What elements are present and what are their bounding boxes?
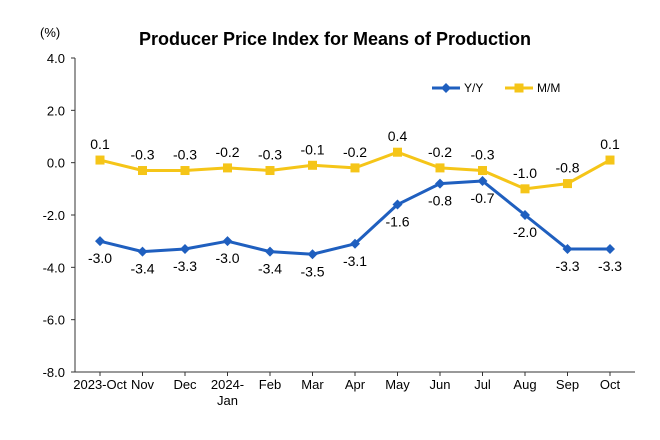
data-point-mm	[308, 160, 317, 170]
y-tick-label: 0.0	[47, 156, 65, 171]
legend-marker-yy	[441, 83, 451, 93]
legend-marker-mm	[514, 83, 524, 93]
x-tick-label: Nov	[131, 377, 155, 392]
data-point-yy	[605, 244, 615, 255]
x-tick-label: 2024-	[211, 377, 244, 392]
data-label-mm: -0.2	[428, 144, 452, 160]
y-tick-label: -8.0	[43, 365, 65, 380]
x-tick-label: Mar	[301, 377, 324, 392]
data-label-mm: -0.3	[130, 147, 154, 163]
data-label-mm: -0.1	[300, 141, 324, 157]
data-label-mm: 0.1	[600, 136, 620, 152]
data-label-yy: -0.8	[428, 193, 452, 209]
data-point-mm	[563, 179, 572, 189]
x-tick-label: Sep	[556, 377, 579, 392]
data-label-mm: 0.4	[388, 128, 408, 144]
y-tick-label: 4.0	[47, 51, 65, 66]
data-label-yy: -3.0	[215, 250, 239, 266]
data-label-yy: -1.6	[385, 214, 409, 230]
data-point-mm	[265, 166, 275, 176]
x-tick-label: 2023-Oct	[73, 377, 127, 392]
data-label-yy: -0.7	[470, 190, 494, 206]
data-label-mm: 0.1	[90, 136, 110, 152]
data-point-yy	[95, 236, 105, 247]
data-point-yy	[137, 246, 148, 257]
data-label-mm: -0.3	[173, 147, 197, 163]
data-point-mm	[435, 163, 445, 173]
data-label-yy: -3.3	[173, 258, 197, 274]
data-point-yy	[477, 175, 488, 186]
data-label-mm: -0.3	[258, 147, 282, 163]
data-label-yy: -3.4	[258, 261, 282, 277]
data-label-yy: -3.1	[343, 253, 367, 269]
data-labels: -3.0 -3.4 -3.3 -3.0 -3.4 -3.5 -3.1 -1.6 -0.8 -0.7…	[88, 128, 622, 279]
data-point-mm	[180, 166, 190, 176]
y-tick-label: -4.0	[43, 260, 65, 275]
x-tick-label: Feb	[259, 377, 281, 392]
data-point-yy	[222, 236, 233, 247]
data-label-yy: -3.5	[300, 263, 324, 279]
data-label-yy: -3.3	[598, 258, 622, 274]
data-point-yy	[307, 249, 318, 260]
y-tick-label: -2.0	[43, 208, 65, 223]
data-point-mm	[605, 155, 615, 165]
data-label-mm: -0.2	[215, 144, 239, 160]
data-point-mm	[350, 163, 360, 173]
axes: 4.0 2.0 0.0 -2.0 -4.0 -6.0 -8.0 2023-Oct Nov Dec 2…	[43, 51, 635, 408]
data-point-yy	[435, 178, 445, 189]
y-axis-unit-label: (%)	[40, 25, 60, 40]
data-label-yy: -3.0	[88, 250, 112, 266]
legend-label-mm: M/M	[537, 81, 560, 95]
x-tick-label: Jul	[474, 377, 491, 392]
y-tick-label: 2.0	[47, 103, 65, 118]
series-layer	[95, 147, 615, 260]
data-label-mm: -0.3	[470, 147, 494, 163]
data-label-mm: -1.0	[513, 165, 537, 181]
chart-title: Producer Price Index for Means of Produc…	[139, 29, 531, 49]
data-point-yy	[350, 238, 360, 249]
data-point-mm	[520, 184, 530, 194]
x-tick-label: Apr	[345, 377, 366, 392]
data-point-mm	[138, 166, 147, 176]
legend: Y/Y M/M	[432, 81, 560, 95]
data-label-mm: -0.2	[343, 144, 367, 160]
x-tick-label: Aug	[513, 377, 536, 392]
data-point-yy	[265, 246, 275, 257]
data-point-yy	[520, 210, 530, 220]
data-label-yy: -3.4	[130, 261, 154, 277]
x-tick-label: Oct	[600, 377, 621, 392]
data-point-yy	[392, 199, 403, 210]
data-label-yy: -2.0	[513, 224, 537, 240]
data-point-mm	[223, 163, 232, 173]
x-tick-label: Jan	[217, 393, 238, 408]
legend-label-yy: Y/Y	[464, 81, 483, 95]
data-label-yy: -3.3	[555, 258, 579, 274]
x-tick-label: Jun	[430, 377, 451, 392]
data-point-mm	[478, 166, 487, 176]
x-tick-label: May	[385, 377, 410, 392]
data-point-yy	[180, 244, 190, 255]
x-tick-label: Dec	[173, 377, 197, 392]
data-point-mm	[393, 147, 402, 157]
y-tick-label: -6.0	[43, 313, 65, 328]
data-point-yy	[562, 244, 573, 255]
data-point-mm	[95, 155, 105, 165]
data-label-mm: -0.8	[555, 160, 579, 176]
